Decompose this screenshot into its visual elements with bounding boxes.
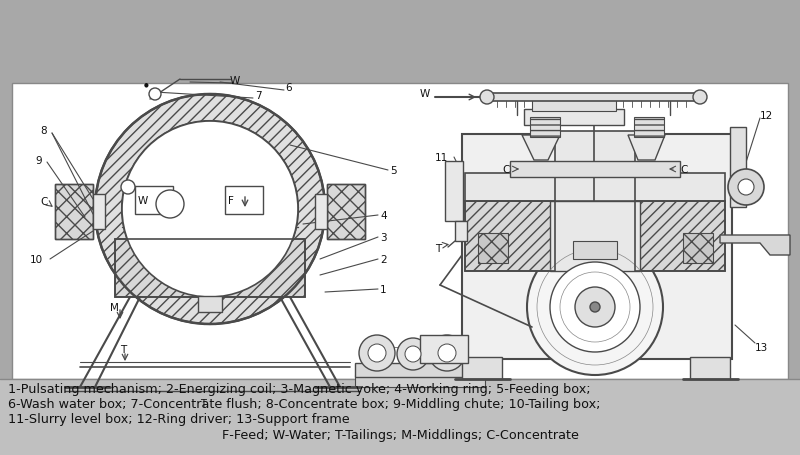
Bar <box>530 118 560 138</box>
Bar <box>465 202 555 271</box>
Text: 7: 7 <box>255 91 262 101</box>
Text: 9: 9 <box>35 156 42 166</box>
Text: 1: 1 <box>380 284 386 294</box>
Bar <box>690 357 730 379</box>
Circle shape <box>693 91 707 105</box>
Bar <box>55 185 93 239</box>
Text: 2: 2 <box>380 254 386 264</box>
Text: C: C <box>502 165 510 175</box>
Text: T: T <box>435 243 442 253</box>
Circle shape <box>397 338 429 370</box>
Text: W: W <box>138 196 148 206</box>
Bar <box>550 202 640 271</box>
Bar <box>327 185 365 239</box>
Circle shape <box>738 180 754 196</box>
Text: 13: 13 <box>755 342 768 352</box>
Text: T: T <box>120 344 126 354</box>
Circle shape <box>590 302 600 312</box>
Text: ●: ● <box>144 82 149 87</box>
Bar <box>510 162 680 177</box>
Text: 5: 5 <box>390 166 397 176</box>
Bar <box>115 239 305 298</box>
Polygon shape <box>720 236 790 255</box>
Circle shape <box>122 122 298 298</box>
Bar <box>555 131 635 202</box>
Circle shape <box>405 346 421 362</box>
Circle shape <box>438 344 456 362</box>
Text: C: C <box>680 165 687 175</box>
Bar <box>327 185 365 239</box>
Circle shape <box>156 191 184 218</box>
Bar <box>462 357 502 379</box>
Text: 1-Pulsating mechanism; 2-Energizing coil; 3-Magnetic yoke; 4-Working ring; 5-Fee: 1-Pulsating mechanism; 2-Energizing coil… <box>8 382 590 395</box>
Bar <box>478 233 508 263</box>
Bar <box>465 202 555 271</box>
Text: C: C <box>40 197 47 207</box>
Bar <box>524 110 624 126</box>
Bar <box>462 135 732 359</box>
Bar <box>683 233 713 263</box>
Text: 11-Slurry level box; 12-Ring driver; 13-Support frame: 11-Slurry level box; 12-Ring driver; 13-… <box>8 412 350 425</box>
Circle shape <box>550 263 640 352</box>
Bar <box>355 375 485 387</box>
Bar <box>135 187 173 214</box>
Circle shape <box>429 335 465 371</box>
Text: W: W <box>420 89 430 99</box>
Polygon shape <box>628 136 665 161</box>
Text: F: F <box>228 196 234 206</box>
Bar <box>455 222 467 242</box>
Bar <box>634 118 664 138</box>
Bar <box>198 296 222 312</box>
Bar <box>115 239 305 298</box>
Bar <box>55 185 93 239</box>
Text: 12: 12 <box>760 111 774 121</box>
Text: 10: 10 <box>30 254 43 264</box>
Circle shape <box>480 91 494 105</box>
Circle shape <box>121 181 135 195</box>
Text: 6-Wash water box; 7-Concentrate flush; 8-Concentrate box; 9-Middling chute; 10-T: 6-Wash water box; 7-Concentrate flush; 8… <box>8 397 601 410</box>
Bar <box>635 202 725 271</box>
Circle shape <box>527 239 663 375</box>
Bar <box>635 202 725 271</box>
Text: W: W <box>230 76 240 86</box>
Bar <box>573 242 617 259</box>
Text: T: T <box>200 398 206 408</box>
Text: 3: 3 <box>380 233 386 243</box>
Bar <box>93 195 105 229</box>
Bar <box>487 94 700 102</box>
Bar <box>0 379 800 455</box>
Text: 6: 6 <box>285 83 292 93</box>
Bar <box>420 335 468 363</box>
Text: 4: 4 <box>380 211 386 221</box>
Text: F-Feed; W-Water; T-Tailings; M-Middlings; C-Concentrate: F-Feed; W-Water; T-Tailings; M-Middlings… <box>222 428 578 441</box>
Circle shape <box>575 288 615 327</box>
Polygon shape <box>522 136 560 161</box>
Text: 11: 11 <box>435 153 448 162</box>
Bar <box>315 195 327 229</box>
Bar <box>730 128 746 207</box>
Bar <box>465 174 725 202</box>
Text: 8: 8 <box>40 126 46 136</box>
Circle shape <box>149 89 161 101</box>
Circle shape <box>359 335 395 371</box>
Bar <box>355 363 475 377</box>
Text: M: M <box>110 302 119 312</box>
Circle shape <box>368 344 386 362</box>
Bar <box>532 100 616 112</box>
Circle shape <box>728 170 764 206</box>
Bar <box>12 84 788 379</box>
Bar <box>225 187 263 214</box>
Bar <box>445 162 463 222</box>
